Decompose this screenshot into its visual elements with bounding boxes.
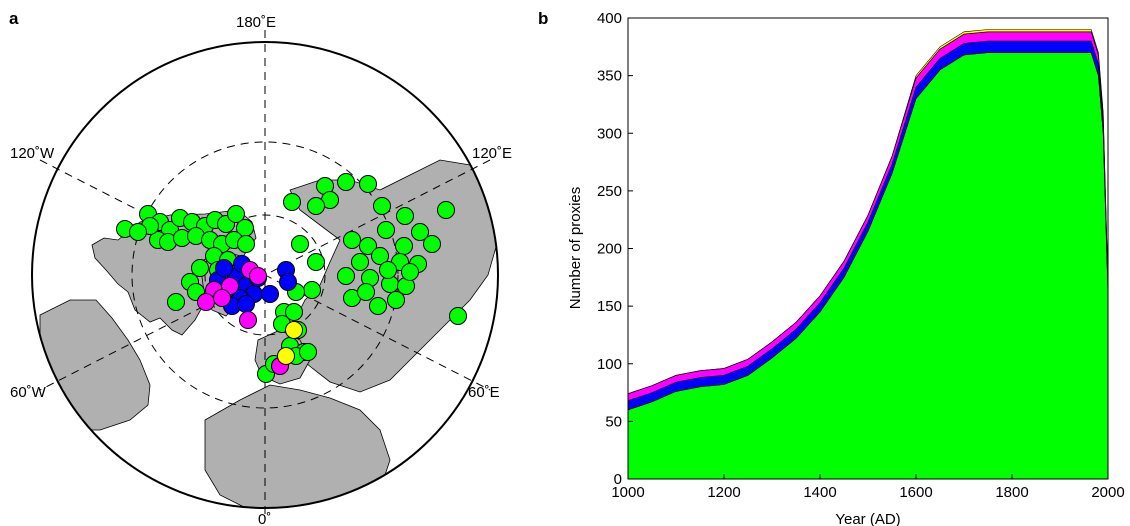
y-tick-label: 400: [597, 10, 622, 27]
y-tick-label: 350: [597, 68, 622, 85]
y-tick-label: 250: [597, 183, 622, 200]
y-tick-label: 150: [597, 298, 622, 315]
green-proxy-marker: [359, 175, 377, 193]
x-tick-label: 1000: [611, 484, 644, 501]
green-proxy-marker: [359, 237, 377, 255]
green-proxy-marker: [299, 343, 317, 361]
green-proxy-marker: [423, 235, 441, 253]
green-proxy-marker: [377, 221, 395, 239]
green-proxy-marker: [396, 207, 414, 225]
green-proxy-marker: [307, 253, 325, 271]
magenta-proxy-marker: [197, 293, 215, 311]
latitude-circle-outer: [131, 141, 399, 409]
panel-b-label: b: [538, 9, 548, 28]
lon-label-120e: 120˚E: [472, 145, 512, 162]
green-proxy-marker: [303, 281, 321, 299]
landmass-west: [39, 299, 151, 431]
green-proxy-marker: [411, 223, 429, 241]
x-tick-label: 1200: [707, 484, 740, 501]
y-tick-label: 100: [597, 356, 622, 373]
green-proxy-marker: [369, 297, 387, 315]
green-proxy-marker: [285, 303, 303, 321]
green-proxy-marker: [401, 263, 419, 281]
green-proxy-marker: [379, 261, 397, 279]
green-proxy-marker: [291, 235, 309, 253]
green-proxy-marker: [373, 197, 391, 215]
yellow-proxy-marker: [285, 321, 303, 339]
green-proxy-marker: [237, 235, 255, 253]
lon-label-60e: 60˚E: [468, 384, 500, 401]
green-proxy-marker: [337, 267, 355, 285]
blue-proxy-marker: [261, 285, 279, 303]
panel-a-label: a: [9, 9, 19, 28]
green-proxy-marker: [371, 247, 389, 265]
blue-proxy-marker: [215, 259, 233, 277]
x-tick-label: 2000: [1091, 484, 1124, 501]
x-tick-label: 1400: [803, 484, 836, 501]
green-proxy-marker: [337, 173, 355, 191]
green-proxy-marker: [227, 205, 245, 223]
y-tick-label: 0: [614, 471, 622, 488]
green-proxy-marker: [129, 223, 147, 241]
green-proxy-marker: [167, 293, 185, 311]
green-proxy-marker: [351, 253, 369, 271]
landmass-africa: [204, 384, 391, 508]
yellow-proxy-marker: [277, 347, 295, 365]
magenta-proxy-marker: [239, 311, 257, 329]
y-tick-label: 50: [605, 413, 622, 430]
map-frame: [31, 41, 499, 509]
lon-label-0: 0˚: [258, 511, 271, 526]
proxy-count-chart: b 1000 1200 1400 1600 1800 2000 0 50 100 150 200 25…: [538, 9, 1125, 526]
green-proxy-marker: [343, 231, 361, 249]
green-proxy-marker: [395, 237, 413, 255]
green-proxy-marker: [357, 283, 375, 301]
axis-ticks: 1000 1200 1400 1600 1800 2000 0 50 100 150 200 250 3…: [597, 10, 1125, 501]
green-proxy-marker: [307, 197, 325, 215]
blue-proxy-marker: [237, 295, 255, 313]
green-proxy-marker: [283, 193, 301, 211]
map-land: [39, 159, 498, 508]
green-proxy-marker: [437, 201, 455, 219]
x-axis-title: Year (AD): [835, 511, 900, 526]
area-series-0: [627, 52, 1109, 480]
green-proxy-marker: [387, 291, 405, 309]
polar-map-panel: a 180˚E 120˚W 12: [9, 9, 512, 526]
y-axis-title: Number of proxies: [567, 187, 584, 310]
blue-proxy-marker: [279, 273, 297, 291]
x-tick-label: 1800: [995, 484, 1028, 501]
proxy-markers: [116, 173, 467, 383]
green-proxy-marker: [191, 259, 209, 277]
magenta-proxy-marker: [213, 289, 231, 307]
stacked-areas: [627, 29, 1109, 480]
lon-label-120w: 120˚W: [10, 145, 55, 162]
green-proxy-marker: [449, 307, 467, 325]
y-tick-label: 200: [597, 241, 622, 258]
lon-label-180e: 180˚E: [236, 14, 276, 31]
magenta-proxy-marker: [249, 267, 267, 285]
x-tick-label: 1600: [899, 484, 932, 501]
y-tick-label: 300: [597, 125, 622, 142]
lon-label-60w: 60˚W: [10, 384, 47, 401]
